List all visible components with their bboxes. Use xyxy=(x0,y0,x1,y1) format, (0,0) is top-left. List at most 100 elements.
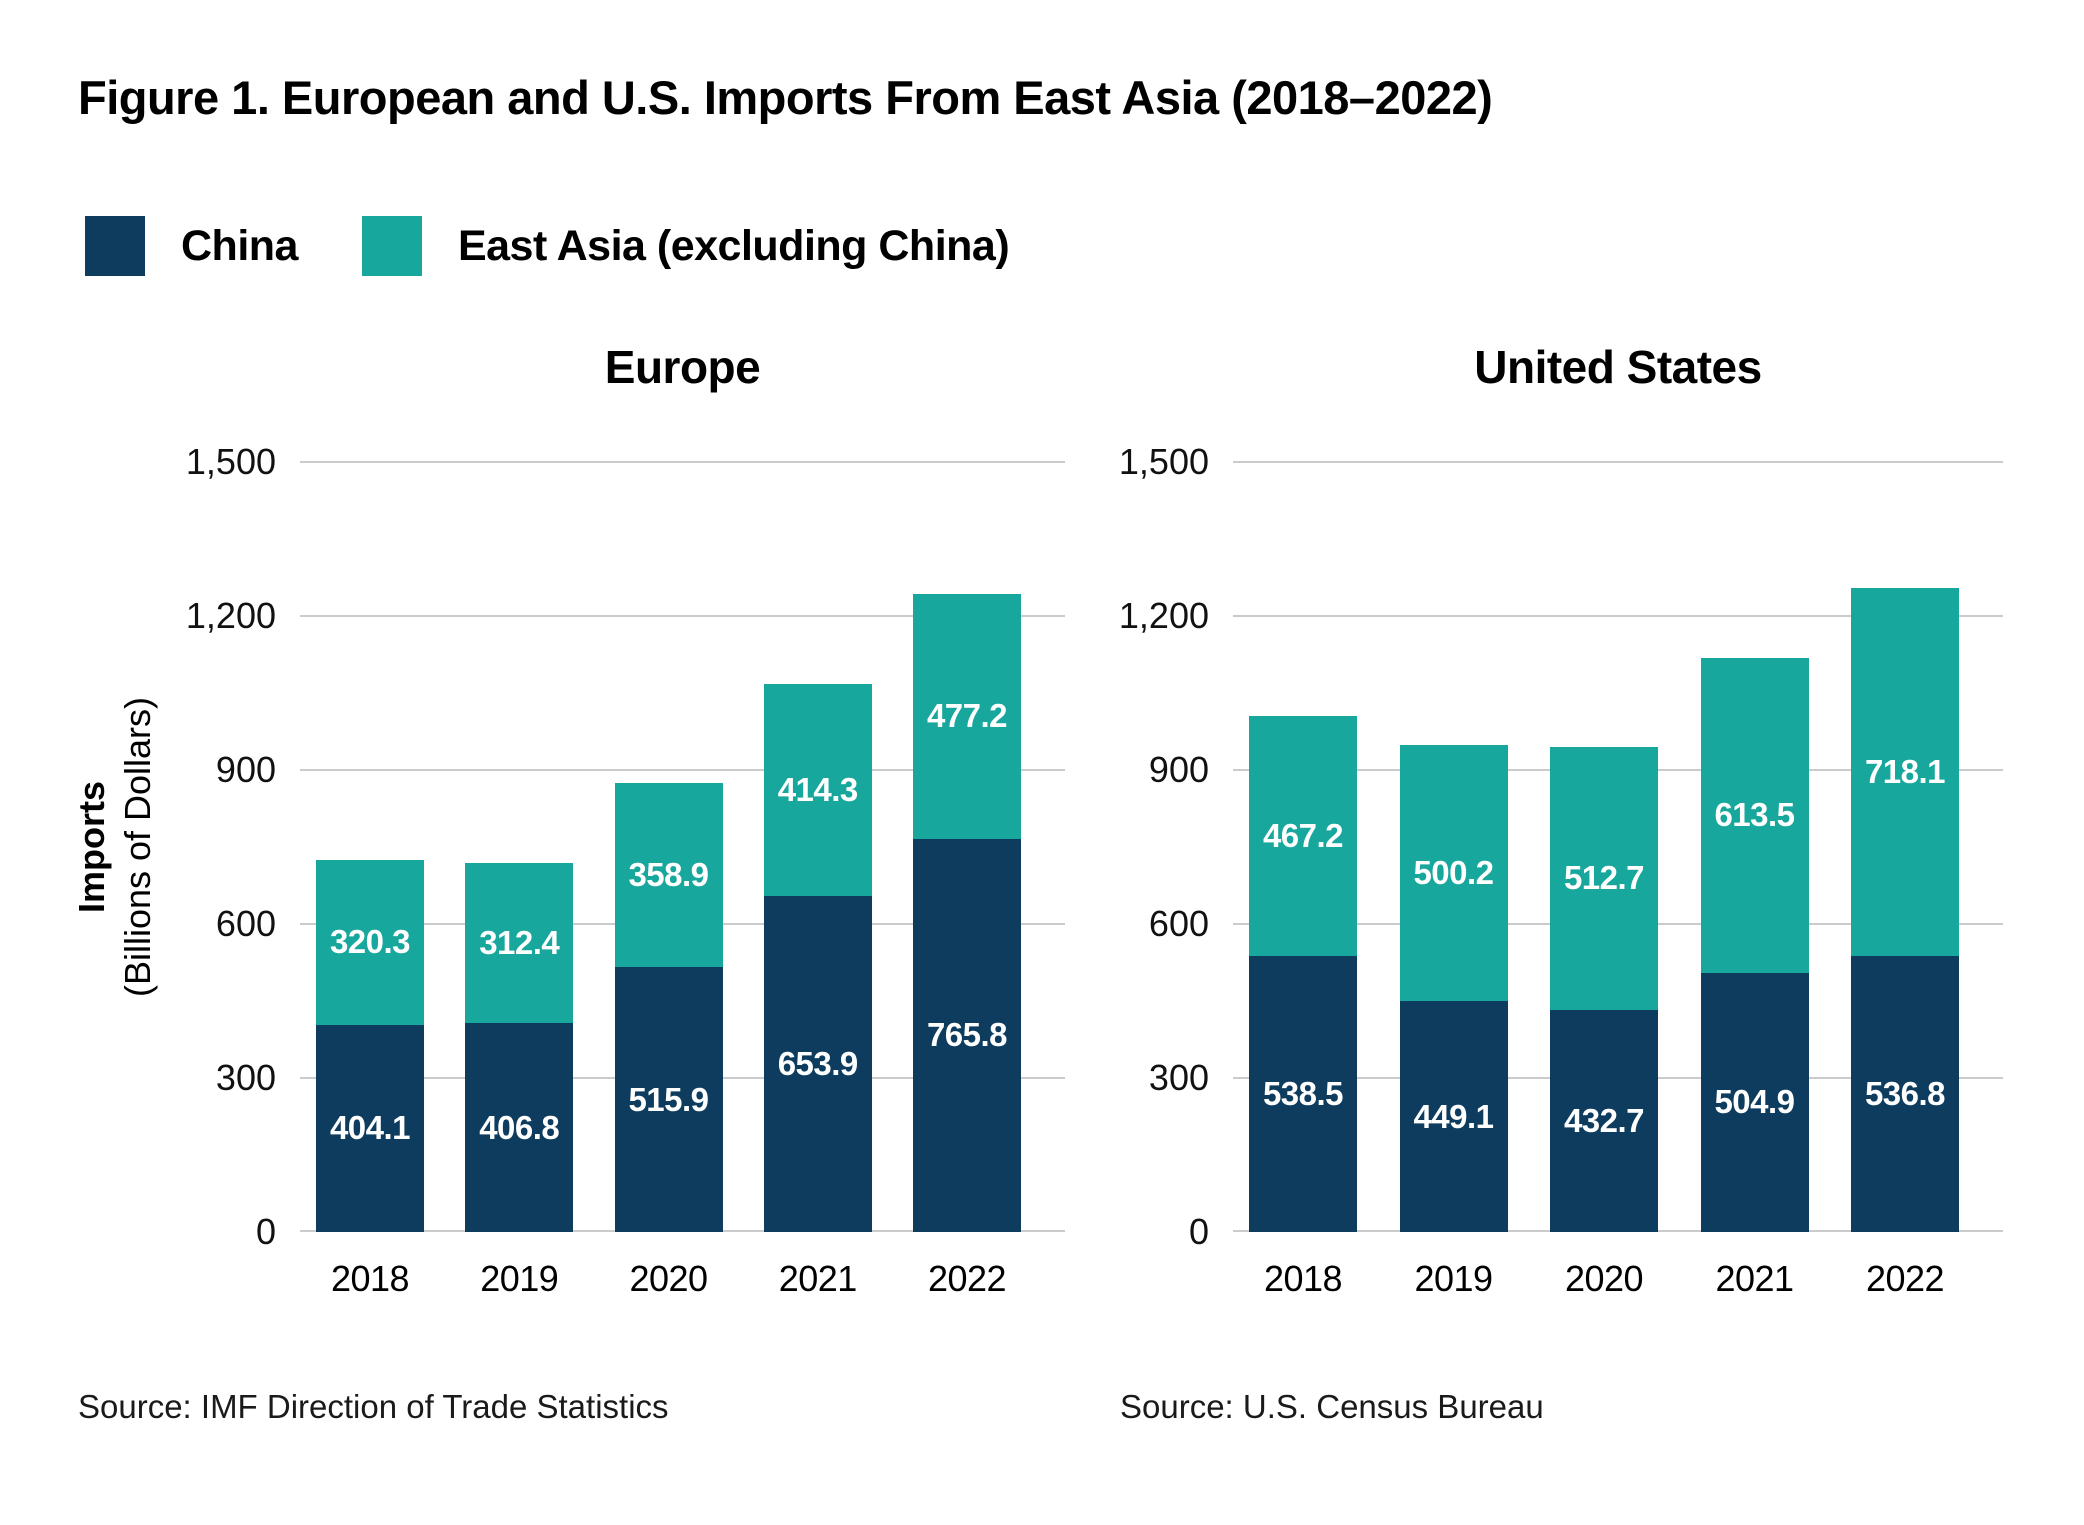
legend-label-east-asia: East Asia (excluding China) xyxy=(457,221,1010,270)
bar-segment-east-asia-2021: 414.3 xyxy=(763,683,872,897)
bar-value-label: 477.2 xyxy=(926,697,1008,735)
x-axis-label-2018: 2018 xyxy=(330,1258,410,1299)
bar-segment-east-asia-2018: 467.2 xyxy=(1249,715,1357,956)
source-note-europe: Source: IMF Direction of Trade Statistic… xyxy=(78,1388,669,1425)
bar-segment-east-asia-2019: 500.2 xyxy=(1399,744,1508,1002)
y-axis-tick-label: 300 xyxy=(1148,1057,1209,1098)
chart-united-states: United States 1,500 1,200 900 600 300 0 467.2… xyxy=(1100,340,2010,1480)
gridline-1500 xyxy=(300,461,1065,463)
y-axis-ticks: 1,500 1,200 900 600 300 0 xyxy=(1100,444,1233,1250)
bar-segment-china-2018: 404.1 xyxy=(316,1024,424,1232)
bar-segment-china-2019: 449.1 xyxy=(1399,1001,1508,1232)
bar-segment-china-2018: 538.5 xyxy=(1249,955,1357,1232)
gridline-1500 xyxy=(1233,461,2003,463)
plot-area-europe: 320.3 404.1 312.4 406.8 358.9 515.9 414.3 653.9… xyxy=(300,461,1065,1232)
bar-value-label: 312.4 xyxy=(479,924,560,961)
x-axis-label-2020: 2020 xyxy=(629,1258,708,1299)
y-axis-tick-label: 1,500 xyxy=(1118,441,1209,482)
bar-segment-china-2020: 515.9 xyxy=(614,967,723,1232)
figure-title: Figure 1. European and U.S. Imports From… xyxy=(78,71,1493,124)
bar-segment-china-2022: 536.8 xyxy=(1851,956,1959,1232)
bar-2022: 718.1 536.8 xyxy=(1851,462,1959,1232)
bars-europe: 320.3 404.1 312.4 406.8 358.9 515.9 414.3 653.9… xyxy=(300,462,1065,1232)
bar-value-label: 320.3 xyxy=(329,923,411,961)
y-axis-label-line1: Imports xyxy=(71,780,113,914)
chart-subtitle-united-states: United States xyxy=(1474,341,1762,393)
bar-value-label: 653.9 xyxy=(777,1045,859,1083)
y-axis-tick-label: 600 xyxy=(1148,903,1209,944)
bar-segment-china-2020: 432.7 xyxy=(1550,1009,1658,1232)
bar-value-label: 358.9 xyxy=(628,856,709,894)
bar-segment-east-asia-2020: 358.9 xyxy=(614,782,723,968)
x-axis-label-2022: 2022 xyxy=(1865,1258,1945,1299)
x-axis-label-2021: 2021 xyxy=(778,1258,858,1299)
bar-segment-china-2021: 504.9 xyxy=(1700,972,1809,1232)
bar-segment-china-2022: 765.8 xyxy=(913,838,1021,1232)
gridline-1200 xyxy=(1233,615,2003,617)
y-axis-tick-label: 1,500 xyxy=(185,441,276,482)
x-axis-label-2022: 2022 xyxy=(927,1258,1007,1299)
bar-segment-china-2021: 653.9 xyxy=(763,896,872,1232)
bar-value-label: 432.7 xyxy=(1563,1101,1645,1139)
legend: China East Asia (excluding China) xyxy=(85,215,1010,277)
bar-2018: 467.2 538.5 xyxy=(1249,462,1357,1232)
bar-2020: 358.9 515.9 xyxy=(614,462,723,1232)
x-axis-labels-europe: 2018 2019 2020 2021 2022 xyxy=(300,1258,1065,1300)
y-axis-tick-label: 600 xyxy=(215,903,276,944)
bar-value-label: 504.9 xyxy=(1714,1083,1795,1121)
bar-value-label: 765.8 xyxy=(926,1016,1008,1054)
bar-value-label: 404.1 xyxy=(329,1109,411,1147)
bar-segment-east-asia-2022: 718.1 xyxy=(1851,587,1959,957)
bar-value-label: 467.2 xyxy=(1262,816,1344,854)
plot-area-united-states: 467.2 538.5 500.2 449.1 512.7 432.7 613.5 504.9… xyxy=(1233,461,2003,1232)
y-axis-tick-label: 0 xyxy=(1188,1211,1209,1252)
x-axis-label-2020: 2020 xyxy=(1564,1258,1644,1299)
bar-value-label: 613.5 xyxy=(1714,796,1795,834)
bar-2021: 414.3 653.9 xyxy=(763,462,872,1232)
bar-segment-east-asia-2020: 512.7 xyxy=(1550,746,1658,1010)
bar-segment-east-asia-2019: 312.4 xyxy=(465,862,574,1024)
bar-2019: 312.4 406.8 xyxy=(465,462,574,1232)
x-axis-label-2019: 2019 xyxy=(480,1258,559,1299)
bar-value-label: 536.8 xyxy=(1864,1075,1946,1113)
y-axis-label: Imports (Billions of Dollars) xyxy=(60,462,170,1232)
x-axis-labels-united-states: 2018 2019 2020 2021 2022 xyxy=(1233,1258,2003,1300)
x-axis-label-2019: 2019 xyxy=(1414,1258,1493,1299)
chart-europe: Europe Imports (Billions of Dollars) 1,5… xyxy=(60,340,1065,1480)
bar-segment-east-asia-2021: 613.5 xyxy=(1700,657,1809,973)
y-axis-tick-label: 300 xyxy=(215,1057,276,1098)
y-axis-ticks: 1,500 1,200 900 600 300 0 xyxy=(170,444,300,1250)
chart-subtitle-europe: Europe xyxy=(604,341,761,393)
bar-value-label: 512.7 xyxy=(1563,859,1645,897)
bar-segment-china-2019: 406.8 xyxy=(465,1023,574,1232)
bar-2021: 613.5 504.9 xyxy=(1700,462,1809,1232)
bar-value-label: 449.1 xyxy=(1413,1097,1494,1135)
legend-swatch-east-asia xyxy=(361,216,422,276)
bar-value-label: 414.3 xyxy=(777,771,859,808)
bar-2018: 320.3 404.1 xyxy=(316,462,424,1232)
source-note-united-states: Source: U.S. Census Bureau xyxy=(1120,1388,1544,1425)
bar-segment-east-asia-2018: 320.3 xyxy=(316,860,424,1025)
legend-swatch-china xyxy=(85,216,145,276)
legend-label-china: China xyxy=(181,221,298,270)
bar-2019: 500.2 449.1 xyxy=(1399,462,1508,1232)
y-axis-tick-label: 900 xyxy=(1148,749,1209,790)
bar-value-label: 718.1 xyxy=(1864,753,1946,791)
y-axis-tick-label: 900 xyxy=(215,749,276,790)
bar-2022: 477.2 765.8 xyxy=(913,462,1021,1232)
bar-value-label: 538.5 xyxy=(1262,1074,1344,1112)
bar-value-label: 500.2 xyxy=(1413,854,1494,892)
bar-value-label: 515.9 xyxy=(628,1080,709,1118)
y-axis-tick-label: 0 xyxy=(255,1211,276,1252)
gridline-900 xyxy=(300,769,1065,771)
y-axis-label-line2: (Billions of Dollars) xyxy=(117,696,159,998)
gridline-1200 xyxy=(300,615,1065,617)
bar-segment-east-asia-2022: 477.2 xyxy=(913,593,1021,839)
y-axis-tick-label: 1,200 xyxy=(1118,595,1209,636)
x-axis-label-2021: 2021 xyxy=(1715,1258,1794,1299)
bars-united-states: 467.2 538.5 500.2 449.1 512.7 432.7 613.5 504.9… xyxy=(1233,462,2003,1232)
bar-2020: 512.7 432.7 xyxy=(1550,462,1658,1232)
bar-value-label: 406.8 xyxy=(479,1108,560,1146)
y-axis-tick-label: 1,200 xyxy=(185,595,276,636)
x-axis-label-2018: 2018 xyxy=(1263,1258,1343,1299)
